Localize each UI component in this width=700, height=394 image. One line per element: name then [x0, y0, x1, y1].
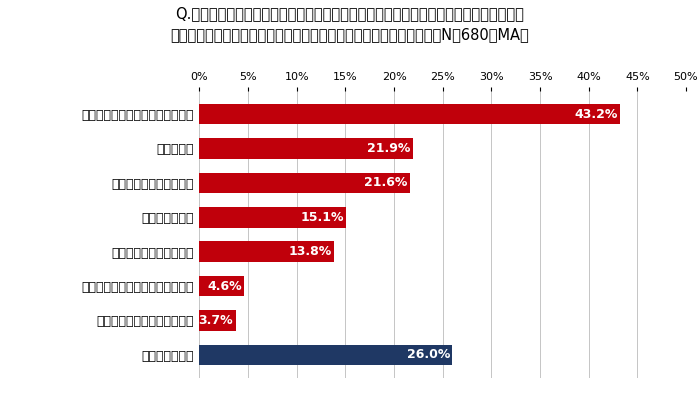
Text: 13.8%: 13.8%: [288, 245, 331, 258]
Text: Q.あなたが、ソーシャルプロダクツ（人や地球、地域社会に配慮がある商品）を購入し: Q.あなたが、ソーシャルプロダクツ（人や地球、地域社会に配慮がある商品）を購入し: [176, 6, 524, 21]
Text: 21.9%: 21.9%: [367, 142, 410, 155]
Text: 4.6%: 4.6%: [207, 279, 241, 292]
Text: ていない理由、あるいはそれらに現在感じている不満は何ですか？（N＝680、MA）: ていない理由、あるいはそれらに現在感じている不満は何ですか？（N＝680、MA）: [171, 28, 529, 43]
Text: 26.0%: 26.0%: [407, 348, 450, 361]
Text: 43.2%: 43.2%: [574, 108, 617, 121]
Text: 3.7%: 3.7%: [198, 314, 233, 327]
Bar: [199, 310, 235, 331]
Bar: [199, 344, 452, 365]
Bar: [199, 276, 244, 296]
Text: 21.6%: 21.6%: [364, 177, 407, 190]
Bar: [199, 104, 620, 125]
Bar: [199, 241, 334, 262]
Bar: [199, 173, 410, 193]
Bar: [199, 138, 412, 159]
Bar: [199, 207, 346, 228]
Text: 15.1%: 15.1%: [300, 211, 344, 224]
